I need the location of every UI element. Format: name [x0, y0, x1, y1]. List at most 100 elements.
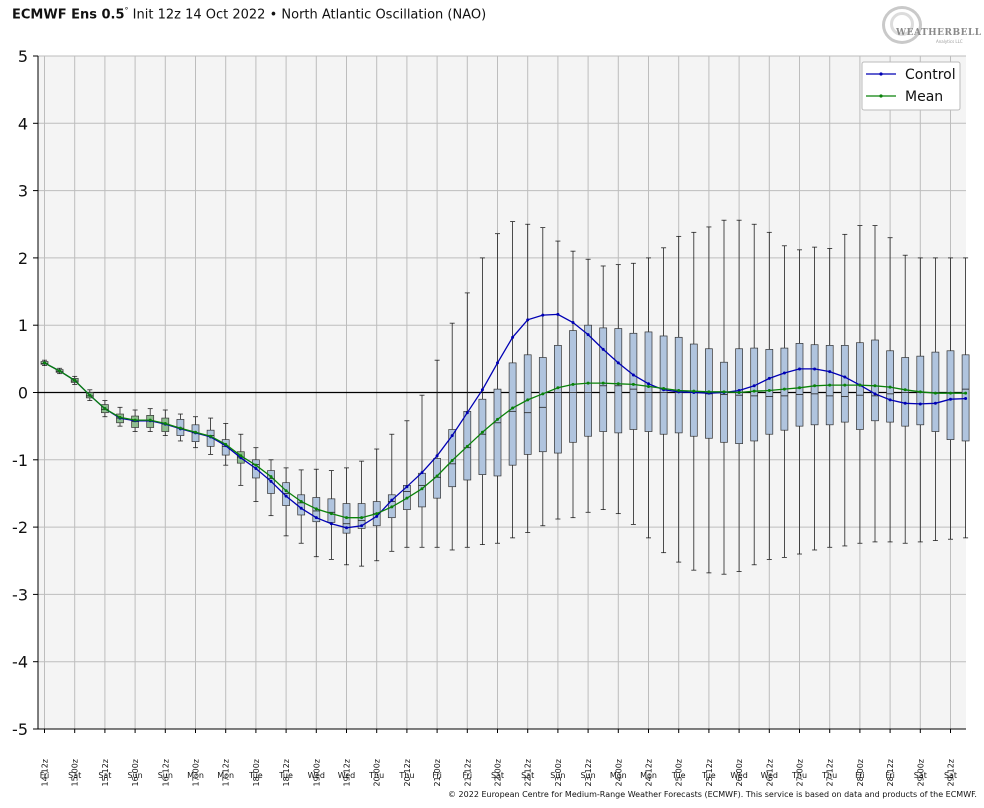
- series-point: [813, 384, 817, 388]
- y-tick-label: -2: [12, 518, 28, 537]
- series-point: [480, 430, 484, 434]
- series-point: [480, 388, 484, 392]
- x-tick-label: 16-00z: [131, 759, 140, 786]
- box-iqr: [614, 328, 623, 434]
- box-iqr: [523, 354, 532, 455]
- y-tick-label: 3: [18, 182, 28, 201]
- series-point: [299, 500, 303, 504]
- series-point: [858, 383, 862, 387]
- series-point: [465, 411, 469, 415]
- series-line: [44, 362, 966, 519]
- series-point: [345, 526, 348, 530]
- series-point: [58, 369, 62, 373]
- series-point: [450, 458, 454, 462]
- logo-ring-icon: [882, 6, 922, 44]
- x-tick-label: 20-00z: [373, 759, 382, 786]
- series-point: [239, 454, 243, 458]
- legend-marker: [879, 72, 883, 76]
- chart-title-rest: Init 12z 14 Oct 2022 • North Atlantic Os…: [132, 7, 487, 23]
- series-point: [375, 512, 379, 516]
- x-tick-label: 27-12z: [826, 759, 835, 786]
- box-iqr: [448, 429, 457, 488]
- x-day-label: Wed: [730, 771, 747, 780]
- series-point: [677, 388, 681, 392]
- x-day-label: Fri: [885, 771, 895, 780]
- series-point: [390, 505, 394, 509]
- ensemble-box: [629, 262, 638, 525]
- y-tick-label: -4: [12, 653, 28, 672]
- series-point: [450, 434, 454, 438]
- ensemble-box: [750, 223, 759, 566]
- x-day-label: Fri: [432, 771, 442, 780]
- ensemble-box: [644, 257, 653, 539]
- series-point: [375, 514, 379, 518]
- y-tick-label: -3: [12, 585, 28, 604]
- series-point: [843, 375, 847, 379]
- series-point: [254, 463, 258, 467]
- series-point: [496, 417, 499, 421]
- x-day-label: Fri: [855, 771, 865, 780]
- series-point: [707, 390, 711, 394]
- box-iqr: [508, 362, 517, 466]
- y-tick-label: -5: [12, 720, 28, 739]
- box-iqr: [946, 350, 955, 440]
- ensemble-box: [720, 219, 728, 575]
- series-point: [511, 406, 515, 410]
- x-tick-label: 18-00z: [252, 759, 261, 786]
- x-tick-label: 29-12z: [947, 759, 956, 786]
- series-point: [148, 418, 152, 422]
- chart-title: ECMWF Ens 0.5° Init 12z 14 Oct 2022 • No…: [12, 6, 486, 22]
- series-point: [88, 393, 92, 397]
- series-point: [647, 384, 650, 388]
- x-tick-label: 21-00z: [433, 759, 442, 786]
- x-tick-label: 26-00z: [735, 759, 744, 786]
- x-day-label: Sun: [550, 771, 565, 780]
- chart-title-main: ECMWF Ens 0.5: [12, 7, 125, 23]
- x-tick-label: 14-12z: [41, 759, 50, 786]
- series-point: [224, 442, 228, 446]
- series-point: [420, 487, 424, 491]
- series-point: [541, 313, 545, 317]
- y-tick-label: 0: [18, 384, 28, 403]
- x-tick-label: 19-12z: [343, 759, 352, 786]
- series-point: [284, 494, 288, 498]
- series-point: [798, 386, 801, 390]
- x-tick-label: 22-00z: [494, 759, 503, 786]
- x-day-label: Sat: [68, 771, 81, 780]
- ensemble-box: [478, 257, 487, 545]
- series-point: [918, 390, 922, 394]
- series-point: [73, 378, 77, 382]
- x-tick-label: 16-12z: [161, 759, 170, 786]
- ensemble-box: [599, 265, 608, 511]
- box-iqr: [584, 324, 592, 437]
- series-point: [118, 415, 122, 419]
- box-iqr: [554, 345, 562, 454]
- series-point: [782, 387, 786, 391]
- x-tick-label: 15-12z: [101, 759, 110, 786]
- series-point: [949, 397, 952, 401]
- x-tick-label: 17-12z: [222, 759, 231, 786]
- series-point: [888, 385, 892, 389]
- box-iqr: [538, 357, 547, 453]
- copyright-notice: © 2022 European Centre for Medium-Range …: [448, 790, 977, 799]
- y-tick-label: 4: [18, 114, 28, 133]
- series-point: [601, 347, 605, 351]
- box-iqr: [901, 357, 910, 427]
- series-point: [722, 390, 726, 394]
- x-day-label: Sat: [914, 771, 927, 780]
- x-tick-label: 28-12z: [886, 759, 895, 786]
- series-point: [873, 392, 877, 396]
- series-point: [767, 388, 771, 392]
- x-tick-label: 19-00z: [312, 759, 321, 786]
- series-point: [828, 383, 832, 387]
- ensemble-box: [569, 250, 577, 519]
- series-point: [571, 382, 575, 386]
- ensemble-box: [554, 240, 562, 520]
- x-day-label: Wed: [308, 771, 325, 780]
- legend: Control Mean: [861, 61, 961, 111]
- x-day-label: Thu: [791, 771, 807, 780]
- legend-label-mean: Mean: [905, 89, 943, 105]
- series-point: [556, 312, 560, 316]
- series-point: [586, 333, 590, 337]
